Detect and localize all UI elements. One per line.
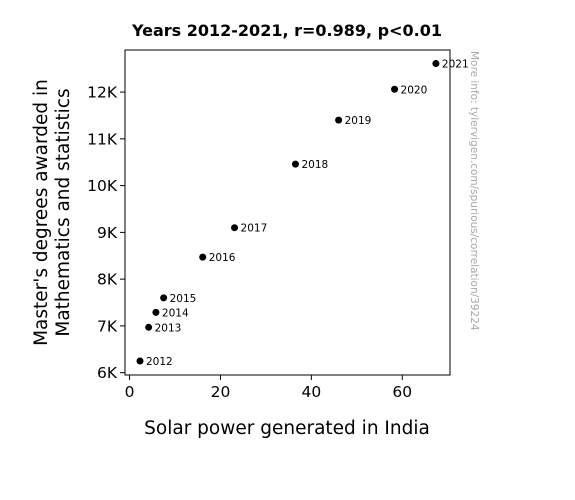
y-tick-label: 11K xyxy=(87,130,118,148)
data-point xyxy=(335,116,343,124)
data-point xyxy=(136,357,144,365)
y-tick-label: 10K xyxy=(87,177,118,195)
data-point xyxy=(291,160,299,168)
data-point xyxy=(391,85,399,93)
x-tick-label: 20 xyxy=(211,383,231,401)
x-axis: 0 20 40 60 xyxy=(125,375,412,401)
data-point xyxy=(160,294,168,302)
data-point-label: 2021 xyxy=(442,59,469,71)
data-points: 2012 2013 2014 2015 2016 2017 2018 2019 2020 2021 xyxy=(136,59,469,368)
data-point-label: 2019 xyxy=(345,115,372,127)
data-point-label: 2020 xyxy=(401,84,428,96)
y-tick-label: 9K xyxy=(97,224,118,242)
y-axis: 6K 7K 8K 9K 10K 11K 12K xyxy=(87,84,125,382)
data-point-label: 2018 xyxy=(301,159,328,171)
data-point-label: 2013 xyxy=(155,322,182,334)
data-point xyxy=(231,224,239,232)
data-point xyxy=(432,60,440,68)
y-axis-label: Master's degrees awarded in Mathematics … xyxy=(31,79,74,346)
data-point xyxy=(152,308,160,316)
data-point-label: 2017 xyxy=(241,223,268,235)
x-tick-label: 0 xyxy=(125,383,135,401)
plot-frame xyxy=(124,49,451,376)
data-point-label: 2016 xyxy=(209,252,236,264)
data-point-label: 2014 xyxy=(162,307,189,319)
chart-title: Years 2012-2021, r=0.989, p<0.01 xyxy=(131,21,442,40)
data-point-label: 2012 xyxy=(146,356,173,368)
y-tick-label: 12K xyxy=(87,84,118,102)
watermark-text: More info: tylervigen.com/spurious/corre… xyxy=(468,51,480,331)
x-axis-label: Solar power generated in India xyxy=(144,418,430,439)
data-point xyxy=(145,323,153,331)
y-tick-label: 7K xyxy=(97,317,118,335)
x-tick-label: 60 xyxy=(392,383,412,401)
y-axis-label-line-2: Mathematics and statistics xyxy=(53,88,74,336)
x-tick-label: 40 xyxy=(301,383,321,401)
y-axis-label-line-1: Master's degrees awarded in xyxy=(31,79,52,346)
data-point-label: 2015 xyxy=(170,293,197,305)
y-tick-label: 6K xyxy=(97,364,118,382)
y-tick-label: 8K xyxy=(97,271,118,289)
data-point xyxy=(199,253,207,261)
